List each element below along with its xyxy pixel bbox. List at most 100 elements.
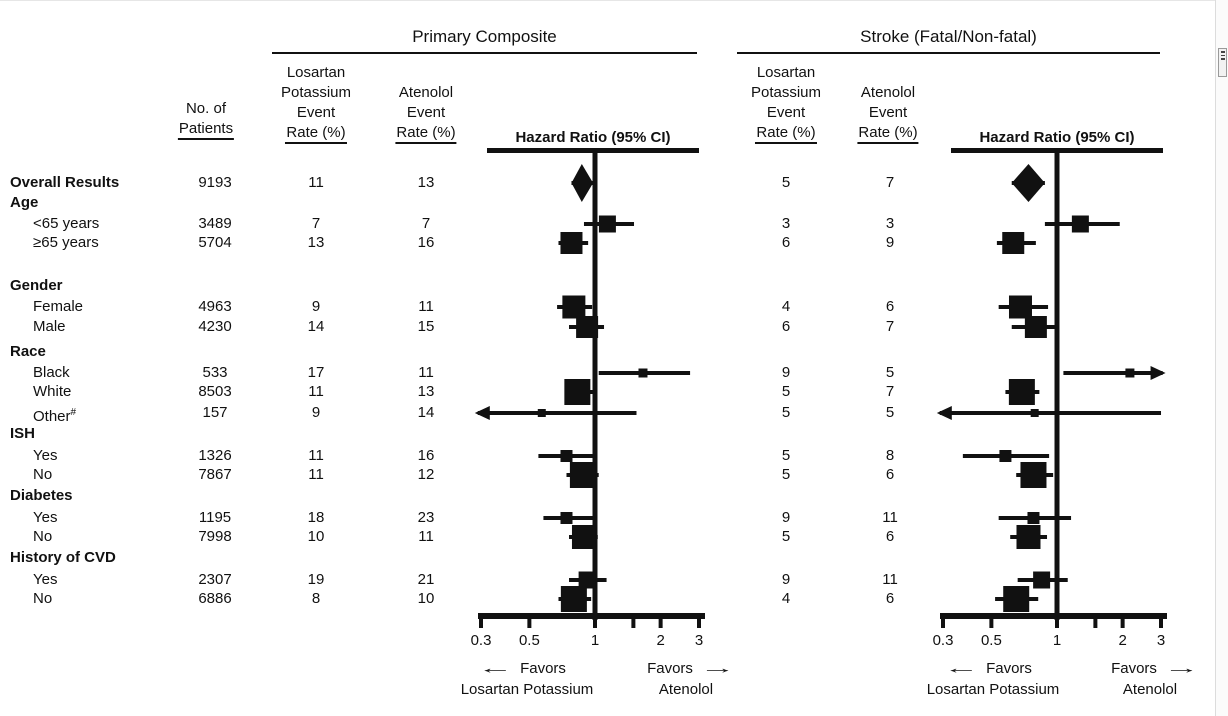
point-estimate-square xyxy=(537,409,546,417)
losartan-event-rate: 3 xyxy=(781,215,791,232)
axis-tick-label: 2 xyxy=(656,632,664,649)
losartan-event-rate: 9 xyxy=(311,298,321,315)
group-label: Race xyxy=(10,343,46,360)
atenolol-event-rate: 7 xyxy=(885,318,895,335)
point-estimate-square xyxy=(560,450,573,462)
patients-count: 2307 xyxy=(198,571,232,588)
losartan-event-rate: 9 xyxy=(781,364,791,381)
point-estimate-square xyxy=(598,215,616,233)
row-label: Yes xyxy=(33,509,58,526)
panel-title-primary-composite: Primary Composite xyxy=(272,27,697,54)
atenolol-event-rate: 13 xyxy=(417,383,435,400)
summary-diamond xyxy=(571,164,594,202)
point-estimate-square xyxy=(638,368,648,378)
column-header-atenolol-rate-p1: Atenolol Event Rate (%) xyxy=(857,83,919,144)
atenolol-event-rate: 6 xyxy=(885,590,895,607)
losartan-event-rate: 5 xyxy=(781,404,791,421)
column-header-losartan-rate-p1: Losartan Potassium Event Rate (%) xyxy=(751,63,821,144)
losartan-event-rate: 4 xyxy=(781,298,791,315)
favors-atenolol-label-p0: Favors → Atenolol xyxy=(647,660,736,698)
scrollbar-track[interactable] xyxy=(1215,0,1228,716)
scrollbar-thumb[interactable] xyxy=(1218,48,1227,77)
point-estimate-square xyxy=(1003,586,1030,612)
patients-count: 1195 xyxy=(198,509,232,526)
point-estimate-square xyxy=(1002,232,1025,254)
column-header-atenolol-rate-p0: Atenolol Event Rate (%) xyxy=(395,83,457,144)
atenolol-event-rate: 11 xyxy=(418,298,434,315)
row-label: No xyxy=(33,590,53,607)
patients-count: 157 xyxy=(202,404,228,421)
point-estimate-square xyxy=(999,450,1012,462)
favors-atenolol-label-p1: Favors → Atenolol xyxy=(1111,660,1200,698)
patients-count: 9193 xyxy=(198,174,232,191)
point-estimate-square xyxy=(1027,512,1040,524)
patients-count: 5704 xyxy=(198,234,232,251)
point-estimate-square xyxy=(1016,525,1041,549)
point-estimate-square xyxy=(1008,379,1035,405)
patients-count: 7867 xyxy=(198,466,232,483)
row-label: No xyxy=(33,466,53,483)
right-arrow-icon: → xyxy=(1163,660,1200,677)
axis-tick-label: 0.5 xyxy=(981,632,1002,649)
patients-count: 4963 xyxy=(198,298,232,315)
losartan-event-rate: 14 xyxy=(307,318,325,335)
losartan-event-rate: 18 xyxy=(307,509,325,526)
point-estimate-square xyxy=(564,379,591,405)
losartan-event-rate: 9 xyxy=(781,509,791,526)
axis-tick-label: 1 xyxy=(1053,632,1061,649)
losartan-event-rate: 6 xyxy=(781,234,791,251)
row-label: <65 years xyxy=(33,215,100,232)
losartan-event-rate: 6 xyxy=(781,318,791,335)
point-estimate-square xyxy=(562,295,586,319)
axis-tick-label: 3 xyxy=(695,632,703,649)
atenolol-event-rate: 11 xyxy=(882,571,898,588)
patients-count: 3489 xyxy=(198,215,232,232)
losartan-event-rate: 17 xyxy=(307,364,325,381)
row-label: Yes xyxy=(33,447,58,464)
patients-count: 1326 xyxy=(198,447,232,464)
scrollbar-grip-icon xyxy=(1220,51,1225,53)
left-arrow-icon: ← xyxy=(943,660,980,677)
group-label: Diabetes xyxy=(10,487,73,504)
losartan-event-rate: 13 xyxy=(307,234,325,251)
axis-tick-label: 1 xyxy=(591,632,599,649)
losartan-event-rate: 5 xyxy=(781,174,791,191)
group-label: ISH xyxy=(10,425,36,442)
point-estimate-square xyxy=(571,525,596,549)
patients-count: 7998 xyxy=(198,528,232,545)
summary-diamond xyxy=(1011,164,1045,202)
atenolol-event-rate: 14 xyxy=(417,404,435,421)
hazard-ratio-header-p0: Hazard Ratio (95% CI) xyxy=(487,129,699,153)
losartan-event-rate: 19 xyxy=(307,571,325,588)
point-estimate-square xyxy=(1024,316,1047,338)
ci-arrow-left xyxy=(936,406,952,420)
patients-count: 8503 xyxy=(198,383,232,400)
atenolol-event-rate: 16 xyxy=(417,447,435,464)
point-estimate-square xyxy=(560,586,587,612)
group-label: Age xyxy=(10,194,39,211)
atenolol-event-rate: 5 xyxy=(885,364,895,381)
ci-arrow-left xyxy=(474,406,490,420)
point-estimate-square xyxy=(576,316,599,338)
losartan-event-rate: 4 xyxy=(781,590,791,607)
row-label: Overall Results xyxy=(10,174,120,191)
row-label: ≥65 years xyxy=(33,234,99,251)
axis-tick-label: 0.5 xyxy=(519,632,540,649)
point-estimate-square xyxy=(1033,571,1051,589)
ci-arrow-right xyxy=(1150,366,1166,380)
atenolol-event-rate: 6 xyxy=(885,466,895,483)
favors-losartan-label-p1: ← Favors Losartan Potassium xyxy=(926,660,1060,698)
axis-tick-label: 3 xyxy=(1157,632,1165,649)
atenolol-event-rate: 8 xyxy=(885,447,895,464)
losartan-event-rate: 5 xyxy=(781,466,791,483)
losartan-event-rate: 5 xyxy=(781,383,791,400)
losartan-event-rate: 11 xyxy=(308,174,324,191)
point-estimate-square xyxy=(560,232,583,254)
atenolol-event-rate: 11 xyxy=(418,528,434,545)
atenolol-event-rate: 13 xyxy=(417,174,435,191)
column-header-patients: No. of Patients xyxy=(177,99,235,140)
losartan-event-rate: 8 xyxy=(311,590,321,607)
losartan-event-rate: 9 xyxy=(311,404,321,421)
losartan-event-rate: 5 xyxy=(781,447,791,464)
